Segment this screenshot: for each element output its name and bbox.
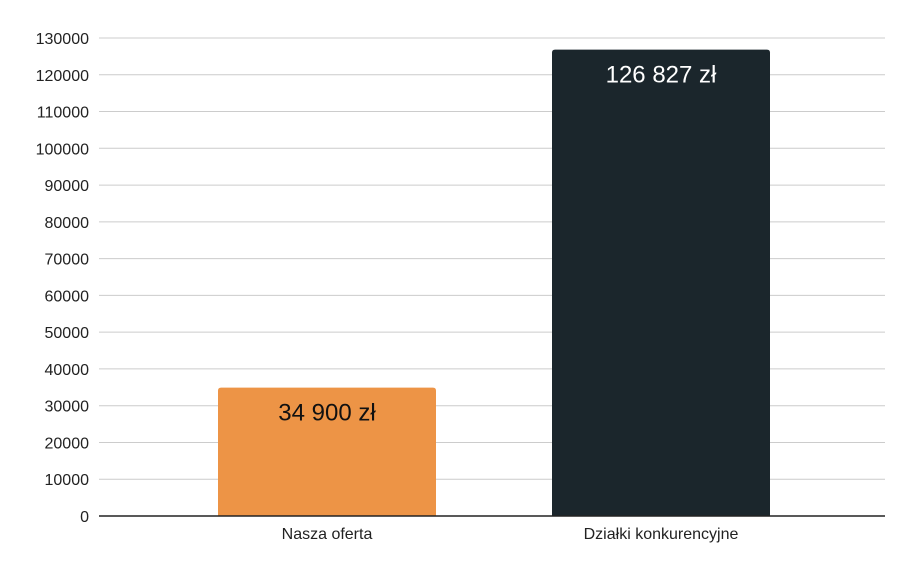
y-tick-label: 70000 bbox=[45, 252, 90, 269]
y-tick-label: 130000 bbox=[36, 31, 89, 48]
y-tick-label: 40000 bbox=[45, 362, 90, 379]
bar-value-label: 34 900 zł bbox=[278, 400, 376, 427]
y-tick-label: 120000 bbox=[36, 68, 89, 85]
x-category-label: Nasza oferta bbox=[282, 526, 373, 543]
y-tick-label: 0 bbox=[80, 509, 89, 526]
bar-value-label: 126 827 zł bbox=[606, 62, 717, 89]
y-tick-label: 50000 bbox=[45, 325, 90, 342]
y-tick-label: 90000 bbox=[45, 178, 90, 195]
bar bbox=[552, 49, 770, 517]
y-tick-label: 100000 bbox=[36, 141, 89, 158]
bar bbox=[218, 387, 436, 516]
bars bbox=[218, 49, 770, 517]
y-tick-label: 60000 bbox=[45, 288, 90, 305]
y-tick-label: 80000 bbox=[45, 215, 90, 232]
y-tick-label: 20000 bbox=[45, 435, 90, 452]
labels: 0 10000 20000 30000 40000 50000 60000 70000 8000… bbox=[36, 31, 739, 543]
y-tick-label: 10000 bbox=[45, 472, 90, 489]
x-category-label: Działki konkurencyjne bbox=[584, 526, 739, 543]
y-tick-label: 110000 bbox=[37, 105, 89, 122]
y-tick-label: 30000 bbox=[45, 399, 90, 416]
